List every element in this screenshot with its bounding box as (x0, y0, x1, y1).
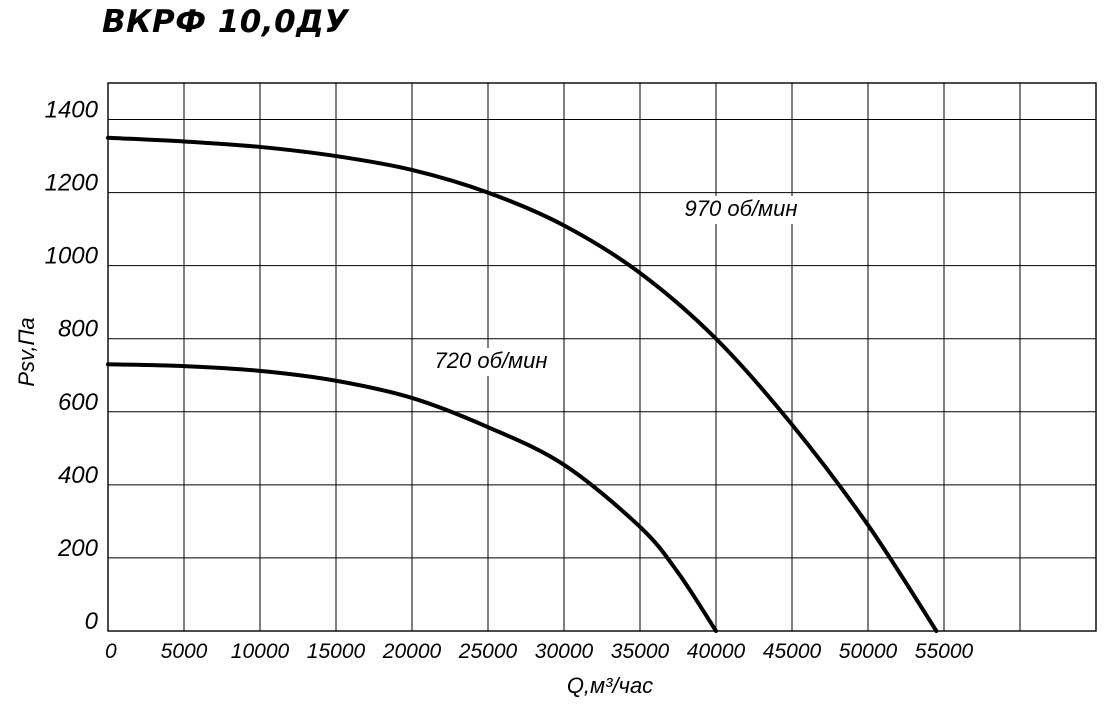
x-tick-label: 55000 (915, 640, 974, 663)
series-label-bg (674, 196, 808, 224)
x-tick-label: 40000 (687, 640, 746, 663)
series-label-1: 720 об/мин (435, 348, 548, 373)
y-tick-label: 0 (85, 608, 99, 635)
performance-curves (106, 135, 939, 633)
y-tick-labels: 0 200 400 600 800 1000 1200 1400 (45, 97, 99, 635)
x-tick-label: 10000 (231, 640, 290, 663)
x-tick-label: 0 (105, 640, 117, 663)
y-tick-label: 1400 (45, 97, 99, 124)
series-label-bg (424, 348, 558, 376)
series-line-1 (106, 362, 718, 633)
y-axis-title: Psv,Па (14, 317, 39, 386)
y-tick-label: 400 (58, 462, 99, 489)
chart-title: ВКРФ 10,0ДУ (102, 4, 349, 40)
x-tick-label: 25000 (458, 640, 518, 663)
y-tick-label: 1200 (45, 170, 99, 197)
y-tick-label: 600 (58, 389, 99, 416)
x-tick-label: 30000 (535, 640, 594, 663)
y-tick-label: 800 (58, 316, 99, 343)
x-axis-title: Q,м³/час (567, 673, 653, 698)
y-tick-label: 1000 (45, 243, 99, 270)
plot-frame (107, 82, 1097, 632)
x-tick-label: 50000 (839, 640, 898, 663)
x-tick-label: 45000 (763, 640, 822, 663)
x-tick-label: 5000 (161, 640, 208, 663)
x-tick-label: 35000 (611, 640, 670, 663)
x-tick-label: 20000 (382, 640, 442, 663)
curve-labels: 970 об/мин 720 об/мин (424, 196, 808, 376)
y-tick-label: 200 (57, 535, 99, 562)
x-tick-labels: 0 5000 10000 15000 20000 25000 30000 35000 40000… (105, 640, 974, 663)
grid-lines (107, 83, 1097, 632)
x-tick-label: 15000 (307, 640, 366, 663)
series-label-0: 970 об/мин (685, 196, 798, 221)
series-line-0 (106, 135, 939, 633)
